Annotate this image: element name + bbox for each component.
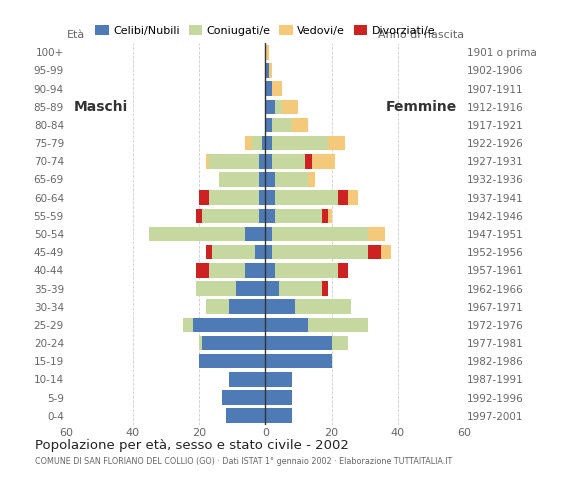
Bar xyxy=(255,245,266,259)
Bar xyxy=(229,372,266,387)
Bar xyxy=(209,191,259,205)
Bar xyxy=(266,318,309,332)
Legend: Celibi/Nubili, Coniugati/e, Vedovi/e, Divorziati/e: Celibi/Nubili, Coniugati/e, Vedovi/e, Di… xyxy=(95,25,436,36)
Bar xyxy=(199,354,266,369)
Bar xyxy=(196,263,209,277)
Text: Anno di nascita: Anno di nascita xyxy=(378,30,464,39)
Bar xyxy=(272,245,368,259)
Bar xyxy=(266,118,272,132)
Bar xyxy=(266,281,278,296)
Bar xyxy=(305,154,311,168)
Bar xyxy=(266,245,272,259)
Bar xyxy=(269,63,272,78)
Bar xyxy=(196,208,202,223)
Bar xyxy=(266,263,275,277)
Bar xyxy=(332,336,348,350)
Bar xyxy=(338,263,348,277)
Bar xyxy=(212,245,255,259)
Bar xyxy=(259,208,266,223)
Bar xyxy=(206,245,212,259)
Text: Maschi: Maschi xyxy=(73,100,128,114)
Bar xyxy=(368,245,381,259)
Bar xyxy=(266,45,269,60)
Bar xyxy=(245,136,252,150)
Bar xyxy=(276,172,309,187)
Bar xyxy=(276,99,282,114)
Bar xyxy=(266,300,295,314)
Bar xyxy=(272,81,282,96)
Bar xyxy=(328,208,332,223)
Bar xyxy=(309,172,315,187)
Bar xyxy=(266,408,292,423)
Bar xyxy=(282,99,299,114)
Bar xyxy=(276,263,338,277)
Bar xyxy=(222,390,266,405)
Bar xyxy=(183,318,193,332)
Bar xyxy=(219,172,259,187)
Bar xyxy=(150,227,245,241)
Bar xyxy=(272,154,305,168)
Bar xyxy=(202,208,259,223)
Bar xyxy=(266,354,332,369)
Bar xyxy=(206,154,209,168)
Bar xyxy=(368,227,385,241)
Bar xyxy=(272,227,368,241)
Bar xyxy=(199,336,202,350)
Bar xyxy=(266,390,292,405)
Bar xyxy=(259,172,266,187)
Bar xyxy=(196,281,235,296)
Bar xyxy=(309,318,368,332)
Bar xyxy=(229,300,266,314)
Bar xyxy=(266,136,272,150)
Bar xyxy=(322,208,328,223)
Bar xyxy=(278,281,322,296)
Bar xyxy=(266,99,275,114)
Bar xyxy=(262,136,266,150)
Bar xyxy=(295,300,351,314)
Bar xyxy=(226,408,266,423)
Bar xyxy=(381,245,391,259)
Bar xyxy=(266,154,272,168)
Bar xyxy=(272,136,328,150)
Bar xyxy=(292,118,309,132)
Bar xyxy=(311,154,335,168)
Bar xyxy=(276,208,322,223)
Bar xyxy=(322,281,328,296)
Bar xyxy=(266,372,292,387)
Bar xyxy=(259,191,266,205)
Text: Femmine: Femmine xyxy=(386,100,458,114)
Text: Popolazione per età, sesso e stato civile - 2002: Popolazione per età, sesso e stato civil… xyxy=(35,439,349,452)
Bar xyxy=(338,191,348,205)
Bar xyxy=(199,191,209,205)
Text: COMUNE DI SAN FLORIANO DEL COLLIO (GO) · Dati ISTAT 1° gennaio 2002 · Elaborazio: COMUNE DI SAN FLORIANO DEL COLLIO (GO) ·… xyxy=(35,457,452,466)
Bar xyxy=(202,336,266,350)
Bar xyxy=(348,191,358,205)
Bar xyxy=(276,191,338,205)
Bar xyxy=(272,118,292,132)
Bar xyxy=(266,227,272,241)
Bar xyxy=(266,81,272,96)
Bar xyxy=(266,172,275,187)
Bar xyxy=(266,191,275,205)
Bar xyxy=(266,208,275,223)
Bar xyxy=(266,336,332,350)
Bar xyxy=(209,154,259,168)
Bar xyxy=(266,63,269,78)
Bar xyxy=(235,281,266,296)
Bar xyxy=(206,300,229,314)
Bar xyxy=(245,227,266,241)
Bar xyxy=(259,154,266,168)
Bar xyxy=(245,263,266,277)
Bar xyxy=(209,263,245,277)
Bar xyxy=(193,318,266,332)
Text: Età: Età xyxy=(67,30,85,39)
Bar xyxy=(252,136,262,150)
Bar xyxy=(328,136,345,150)
